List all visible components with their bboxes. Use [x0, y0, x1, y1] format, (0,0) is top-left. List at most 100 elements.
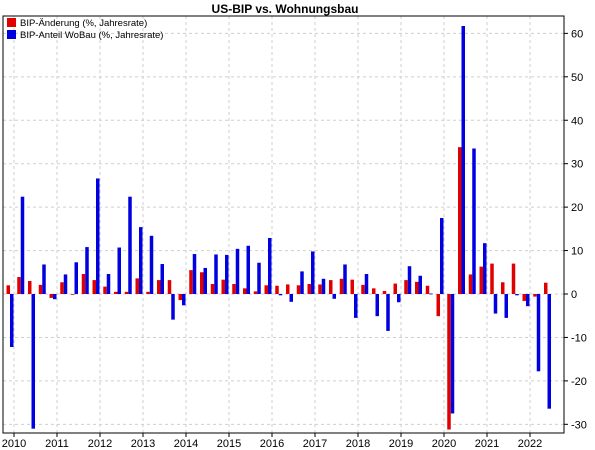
bar-wobau-26 — [289, 294, 293, 302]
bar-wobau-7 — [85, 247, 89, 294]
bar-bip-19 — [210, 284, 215, 294]
bar-wobau-43 — [472, 148, 476, 294]
bar-bip-4 — [49, 294, 53, 298]
bar-bip-5 — [60, 282, 64, 294]
bar-wobau-37 — [407, 266, 412, 294]
bar-bip-15 — [167, 280, 172, 294]
bar-wobau-28 — [311, 251, 315, 294]
bar-bip-45 — [490, 263, 494, 294]
x-tick-label: 2017 — [303, 438, 327, 450]
x-tick-label: 2011 — [45, 438, 69, 450]
bar-wobau-9 — [106, 274, 111, 294]
bar-wobau-1 — [20, 196, 25, 294]
bar-bip-40 — [436, 294, 440, 317]
x-tick-label: 2020 — [432, 438, 456, 450]
bar-wobau-47 — [515, 294, 519, 296]
x-tick-label: 2022 — [518, 438, 542, 450]
bar-bip-14 — [157, 280, 161, 294]
bar-wobau-27 — [300, 271, 304, 294]
bar-bip-7 — [81, 274, 86, 294]
bar-bip-27 — [296, 285, 301, 294]
bar-wobau-44 — [483, 243, 487, 294]
gridlines — [3, 16, 564, 433]
y-tick-label: 50 — [571, 72, 583, 84]
bar-wobau-13 — [149, 235, 154, 294]
bar-wobau-48 — [526, 294, 530, 307]
bar-wobau-5 — [63, 274, 68, 294]
x-tick-label: 2019 — [389, 438, 413, 450]
bar-wobau-41 — [450, 294, 455, 414]
bar-wobau-49 — [536, 294, 541, 372]
y-tick-label: 10 — [571, 246, 583, 258]
bar-bip-3 — [38, 284, 43, 294]
bar-bip-30 — [329, 280, 333, 294]
bar-bip-34 — [372, 288, 376, 294]
y-tick-label: 40 — [571, 115, 583, 127]
bar-wobau-21 — [235, 248, 240, 294]
legend-swatch-red — [7, 18, 16, 27]
bar-bip-26 — [286, 284, 290, 294]
bar-wobau-39 — [429, 293, 433, 295]
bar-wobau-15 — [171, 294, 175, 320]
bar-bip-20 — [221, 279, 225, 294]
bar-wobau-20 — [225, 254, 229, 294]
y-tick-label: 60 — [571, 28, 583, 40]
x-tick-label: 2014 — [174, 438, 198, 450]
bar-wobau-17 — [192, 254, 197, 294]
bar-bip-11 — [124, 291, 129, 294]
bar-wobau-25 — [278, 294, 283, 296]
bar-bip-50 — [544, 282, 548, 294]
x-tick-label: 2012 — [88, 438, 112, 450]
plot-frame — [2, 15, 565, 434]
chart-title: US-BIP vs. Wohnungsbau — [212, 2, 359, 16]
bar-wobau-45 — [493, 294, 498, 314]
bar-wobau-36 — [397, 294, 401, 303]
bar-bip-17 — [189, 270, 193, 294]
bar-bip-8 — [92, 280, 96, 294]
bar-wobau-42 — [461, 25, 465, 295]
bar-bip-0 — [6, 285, 10, 294]
bar-wobau-16 — [182, 294, 186, 306]
bar-wobau-34 — [375, 294, 379, 317]
y-tick-label: -30 — [571, 419, 587, 431]
bar-wobau-38 — [418, 275, 422, 294]
bar-wobau-32 — [354, 294, 358, 318]
bar-wobau-24 — [268, 237, 272, 294]
legend-label-bip: BIP-Änderung (%, Jahresrate) — [20, 18, 147, 29]
bar-bip-35 — [382, 290, 387, 294]
bars — [6, 25, 551, 430]
x-tick-label: 2021 — [475, 438, 499, 450]
bar-bip-29 — [318, 284, 322, 294]
y-tick-label: 30 — [571, 159, 583, 171]
bar-wobau-22 — [246, 245, 250, 294]
bar-bip-44 — [479, 266, 483, 294]
bar-bip-28 — [307, 284, 311, 294]
bar-bip-38 — [415, 281, 419, 294]
bar-wobau-3 — [42, 264, 46, 294]
x-axis: 2010 2011 2012 2013 2014 2015 2016 2017 2018 2019… — [2, 433, 542, 450]
bar-bip-48 — [522, 294, 526, 301]
bar-bip-18 — [200, 272, 204, 294]
bar-bip-41 — [447, 294, 451, 430]
bar-bip-16 — [178, 294, 182, 301]
x-tick-label: 2016 — [260, 438, 284, 450]
bar-bip-42 — [458, 147, 462, 294]
bar-bip-31 — [339, 278, 344, 294]
bar-wobau-0 — [10, 294, 14, 347]
bar-bip-21 — [232, 284, 236, 294]
bar-wobau-40 — [440, 217, 444, 294]
bar-bip-33 — [361, 284, 365, 294]
bar-wobau-6 — [74, 262, 78, 294]
legend-label-wobau: BIP-Anteil WoBau (%, Jahresrate) — [20, 30, 163, 41]
bar-bip-1 — [17, 277, 21, 294]
bar-wobau-33 — [364, 274, 369, 294]
bar-bip-37 — [404, 280, 408, 294]
x-tick-label: 2015 — [217, 438, 241, 450]
bar-bip-6 — [71, 294, 75, 295]
bar-wobau-30 — [332, 294, 336, 299]
bar-bip-43 — [468, 274, 473, 294]
bar-bip-23 — [253, 291, 258, 294]
bar-bip-25 — [275, 285, 279, 294]
bar-bip-46 — [501, 282, 505, 294]
